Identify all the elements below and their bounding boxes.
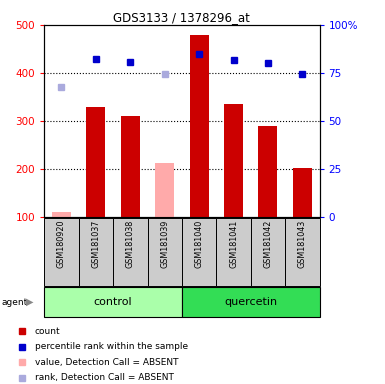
Bar (190, 35, 209, 217)
Bar (44, 218, 79, 286)
Bar (258, 126, 278, 217)
Text: GSM180920: GSM180920 (57, 220, 66, 268)
Bar (44, 287, 182, 317)
Bar (182, 218, 216, 286)
Text: rank, Detection Call = ABSENT: rank, Detection Call = ABSENT (35, 373, 174, 382)
Title: GDS3133 / 1378296_at: GDS3133 / 1378296_at (114, 11, 250, 24)
Bar (251, 218, 285, 286)
Bar (86, 107, 105, 217)
Text: quercetin: quercetin (224, 297, 277, 307)
Bar (224, 104, 243, 217)
Text: control: control (94, 297, 132, 307)
Text: GSM181037: GSM181037 (91, 220, 100, 268)
Text: count: count (35, 326, 60, 336)
Bar (121, 116, 140, 217)
Bar (293, 168, 312, 217)
Text: GSM181043: GSM181043 (298, 220, 307, 268)
Text: percentile rank within the sample: percentile rank within the sample (35, 342, 188, 351)
Text: GSM181038: GSM181038 (126, 220, 135, 268)
Text: GSM181042: GSM181042 (263, 220, 273, 268)
Text: GSM181040: GSM181040 (194, 220, 204, 268)
Bar (155, 163, 174, 217)
Text: GSM181041: GSM181041 (229, 220, 238, 268)
Bar (285, 218, 320, 286)
Text: ▶: ▶ (26, 297, 33, 307)
Bar (216, 218, 251, 286)
Bar (79, 218, 113, 286)
Text: agent: agent (2, 298, 28, 307)
Text: GSM181039: GSM181039 (160, 220, 169, 268)
Bar (113, 218, 147, 286)
Bar (182, 287, 320, 317)
Bar (147, 218, 182, 286)
Bar (52, 212, 71, 217)
Text: value, Detection Call = ABSENT: value, Detection Call = ABSENT (35, 358, 178, 367)
